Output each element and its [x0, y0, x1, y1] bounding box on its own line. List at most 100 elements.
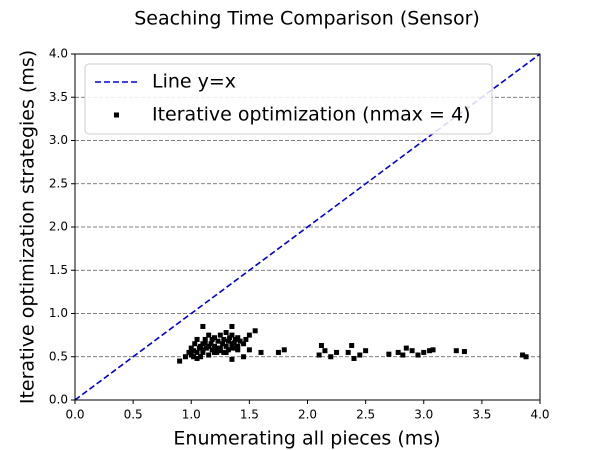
- scatter-point: [229, 345, 235, 351]
- scatter-point: [281, 347, 287, 353]
- legend-label: Iterative optimization (nmax = 4): [152, 104, 471, 126]
- x-tick-label: 3.5: [472, 408, 491, 422]
- x-tick-label: 1.0: [182, 408, 201, 422]
- scatter-point: [212, 349, 217, 355]
- scatter-point: [202, 340, 208, 346]
- y-axis-label: Iterative optimization strategies (ms): [17, 50, 39, 404]
- scatter-point: [520, 352, 526, 358]
- scatter-point: [206, 332, 212, 338]
- y-tick-label: 0.5: [49, 349, 68, 363]
- scatter-point: [227, 335, 233, 341]
- legend-marker: [114, 112, 119, 118]
- scatter-point: [194, 355, 200, 361]
- x-tick-label: 2.5: [356, 408, 375, 422]
- x-tick-label: 0.5: [124, 408, 143, 422]
- y-tick-label: 1.0: [49, 306, 68, 320]
- y-tick-label: 2.5: [49, 176, 68, 190]
- scatter-point: [191, 348, 197, 354]
- scatter-point: [237, 338, 243, 344]
- scatter-point: [206, 343, 212, 349]
- scatter-point: [403, 345, 409, 351]
- legend-box: [84, 63, 493, 135]
- scatter-point: [318, 343, 324, 349]
- plot-frame: [74, 53, 541, 401]
- scatter-point: [357, 352, 363, 358]
- x-tick-label: 1.5: [240, 408, 259, 422]
- x-tick-label: 3.0: [414, 408, 433, 422]
- scatter-point: [200, 347, 206, 353]
- y-tick-label: 0.0: [49, 393, 68, 407]
- scatter-point: [221, 336, 227, 342]
- scatter-point: [215, 338, 221, 344]
- x-tick-label: 2.0: [298, 408, 317, 422]
- scatter-point: [188, 345, 194, 351]
- scatter-point: [225, 338, 231, 344]
- scatter-point: [246, 332, 252, 338]
- scatter-point: [198, 343, 204, 349]
- scatter-point: [334, 349, 340, 355]
- scatter-point: [229, 356, 235, 362]
- reference-line: [75, 54, 540, 400]
- scatter-point: [217, 332, 223, 338]
- legend-label: Line y=x: [152, 71, 236, 93]
- scatter-point: [427, 348, 433, 354]
- y-tick-label: 1.5: [49, 263, 68, 277]
- scatter-point: [275, 349, 281, 355]
- scatter-point: [177, 358, 183, 364]
- scatter-point: [194, 349, 200, 355]
- chart-title: Seaching Time Comparison (Sensor): [134, 8, 480, 30]
- x-tick-label: 4.0: [530, 408, 549, 422]
- x-tick-label: 0.0: [65, 408, 84, 422]
- scatter-point: [258, 349, 264, 355]
- scatter-point: [232, 345, 238, 351]
- scatter-point: [349, 343, 355, 349]
- y-tick-label: 3.5: [49, 90, 68, 104]
- scatter-point: [198, 354, 204, 360]
- scatter-point: [220, 341, 226, 347]
- scatter-point: [221, 349, 227, 355]
- scatter-point: [246, 347, 252, 353]
- scatter-point: [415, 352, 421, 358]
- scatter-point: [400, 352, 406, 358]
- scatter-point: [409, 348, 415, 354]
- scatter-point: [188, 352, 194, 358]
- scatter-point: [229, 332, 235, 338]
- scatter-point: [194, 336, 200, 342]
- scatter-point: [182, 354, 188, 360]
- scatter-point: [241, 354, 247, 360]
- scatter-point: [345, 349, 351, 355]
- scatter-point: [322, 348, 328, 354]
- scatter-point: [421, 349, 427, 355]
- scatter-point: [225, 347, 231, 353]
- scatter-point: [363, 348, 369, 354]
- scatter-point: [523, 354, 529, 360]
- y-tick-label: 3.0: [49, 133, 68, 147]
- scatter-point: [229, 341, 235, 347]
- y-tick-label: 2.0: [49, 220, 68, 234]
- scatter-point: [209, 336, 215, 342]
- scatter-point: [217, 348, 223, 354]
- scatter-point: [200, 323, 206, 329]
- scatter-point: [241, 341, 247, 347]
- scatter-point: [209, 347, 215, 353]
- y-tick-label: 4.0: [49, 47, 68, 61]
- scatter-point: [223, 330, 229, 336]
- scatter-point: [192, 341, 198, 347]
- x-axis-label: Enumerating all pieces (ms): [173, 428, 440, 450]
- scatter-point: [208, 341, 214, 347]
- scatter-point: [453, 348, 459, 354]
- scatter-point: [430, 347, 436, 353]
- scatter-point: [202, 336, 208, 342]
- scatter-point: [243, 336, 249, 342]
- scatter-point: [328, 354, 334, 360]
- scatter-point: [223, 343, 229, 349]
- scatter-point: [229, 323, 235, 329]
- scatter-point: [252, 328, 258, 334]
- scatter-point: [351, 355, 357, 361]
- scatter-point: [206, 352, 212, 358]
- scatter-point: [186, 349, 192, 355]
- scatter-point: [316, 352, 322, 358]
- scatter-point: [235, 335, 241, 341]
- scatter-point: [217, 345, 223, 351]
